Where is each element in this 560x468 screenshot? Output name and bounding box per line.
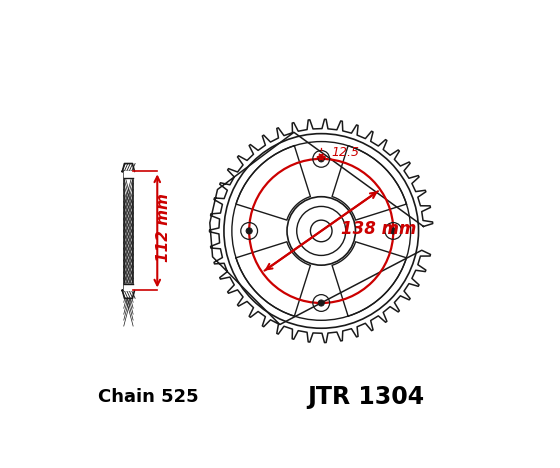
Polygon shape: [124, 171, 133, 178]
Polygon shape: [122, 163, 134, 171]
Text: Chain 525: Chain 525: [98, 388, 199, 406]
Text: 112 mm: 112 mm: [156, 193, 171, 262]
Polygon shape: [122, 290, 134, 298]
Text: 12.5: 12.5: [332, 146, 360, 159]
Text: 138 mm: 138 mm: [341, 220, 417, 238]
Circle shape: [246, 228, 252, 234]
Polygon shape: [124, 284, 133, 290]
Circle shape: [390, 228, 396, 234]
Circle shape: [318, 300, 324, 306]
Bar: [124, 171, 133, 290]
Text: JTR 1304: JTR 1304: [307, 385, 425, 409]
Circle shape: [318, 156, 324, 162]
